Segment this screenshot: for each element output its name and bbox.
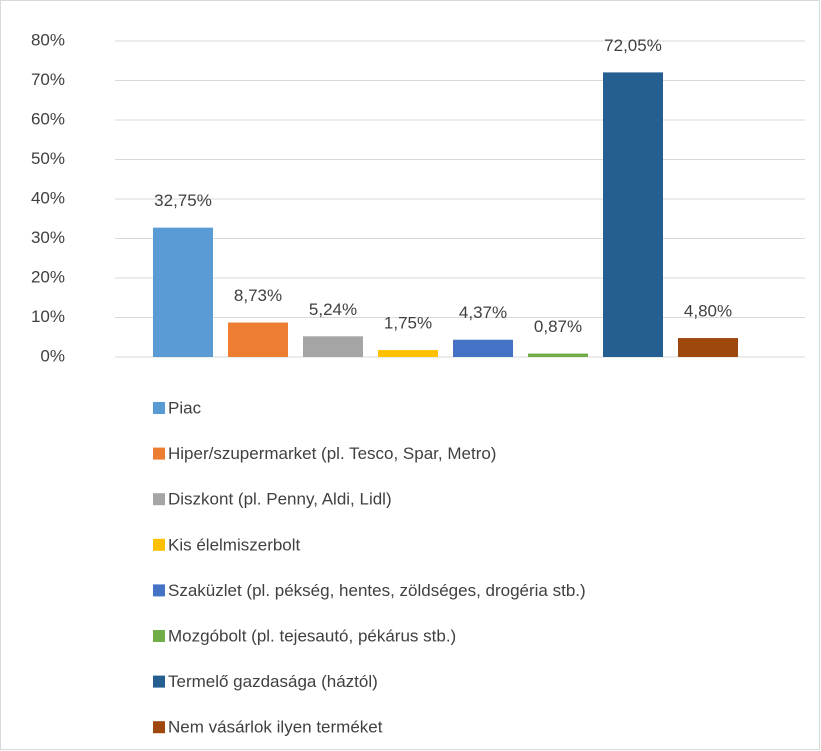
bar [378,350,438,357]
legend-swatch [153,538,165,551]
legend-label: Piac [168,398,202,417]
legend-swatch [153,493,165,506]
data-label: 4,37% [459,303,507,322]
data-label: 5,24% [309,300,357,319]
legend-label: Szaküzlet (pl. pékség, hentes, zöldséges… [168,581,586,600]
y-tick-label: 60% [31,109,65,128]
data-label: 0,87% [534,317,582,336]
legend-swatch [153,721,165,734]
legend-label: Termelő gazdasága (háztól) [168,672,378,691]
y-tick-label: 10% [31,307,65,326]
y-tick-label: 0% [40,346,65,365]
y-tick-label: 50% [31,149,65,168]
legend-label: Mozgóbolt (pl. tejesautó, pékárus stb.) [168,626,456,645]
y-tick-label: 80% [31,30,65,49]
data-label: 1,75% [384,314,432,333]
legend-label: Diszkont (pl. Penny, Aldi, Lidl) [168,490,392,509]
legend-swatch [153,584,165,597]
bar [453,339,513,357]
y-tick-label: 40% [31,188,65,207]
data-label: 32,75% [154,191,212,210]
legend-swatch [153,630,165,642]
legend-label: Kis élelmiszerbolt [168,535,301,554]
legend-swatch [153,402,165,414]
legend-swatch [153,675,165,688]
y-tick-label: 30% [31,228,65,247]
legend-label: Nem vásárlok ilyen terméket [168,718,383,737]
bar [228,322,288,357]
data-label: 4,80% [684,302,732,321]
bar [303,336,363,357]
data-label: 8,73% [234,286,282,305]
y-tick-label: 20% [31,267,65,286]
bar [678,338,738,357]
bar [153,227,213,357]
y-tick-label: 70% [31,70,65,89]
bar [528,353,588,357]
legend-swatch [153,447,165,460]
bar [603,72,663,357]
data-label: 72,05% [604,36,662,55]
legend-label: Hiper/szupermarket (pl. Tesco, Spar, Met… [168,444,496,463]
